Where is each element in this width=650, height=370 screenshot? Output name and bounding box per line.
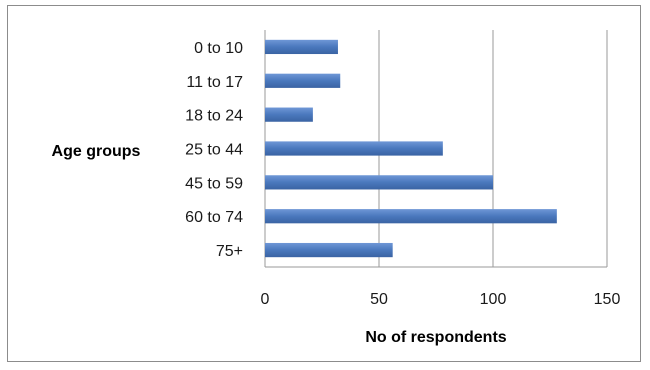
y-tick-label-45-to-59: 45 to 59 xyxy=(185,175,243,192)
y-tick-label-18-to-24: 18 to 24 xyxy=(185,108,243,125)
y-tick-labels: 0 to 10 11 to 17 18 to 24 25 to 44 45 to 59 6… xyxy=(185,40,243,260)
bar-11-to-17 xyxy=(265,73,341,88)
y-tick-label-60-to-74: 60 to 74 xyxy=(185,209,243,226)
x-axis-title: No of respondents xyxy=(365,329,506,346)
y-axis-title: Age groups xyxy=(52,143,141,160)
bar-60-to-74 xyxy=(265,209,557,224)
x-tick-label-150: 150 xyxy=(594,291,621,308)
bar-18-to-24 xyxy=(265,107,313,122)
bars xyxy=(265,39,557,258)
x-tick-labels: 0 50 100 150 xyxy=(261,291,621,308)
y-tick-label-75plus: 75+ xyxy=(216,243,243,260)
x-tick-label-0: 0 xyxy=(261,291,270,308)
bar-25-to-44 xyxy=(265,141,443,156)
y-tick-label-11-to-17: 11 to 17 xyxy=(186,74,243,91)
x-tick-label-50: 50 xyxy=(370,291,388,308)
y-tick-label-0-to-10: 0 to 10 xyxy=(194,40,243,57)
bar-75plus xyxy=(265,242,393,258)
bar-0-to-10 xyxy=(265,39,338,55)
bar-45-to-59 xyxy=(265,175,493,190)
x-tick-label-100: 100 xyxy=(480,291,507,308)
y-tick-label-25-to-44: 25 to 44 xyxy=(185,142,243,159)
